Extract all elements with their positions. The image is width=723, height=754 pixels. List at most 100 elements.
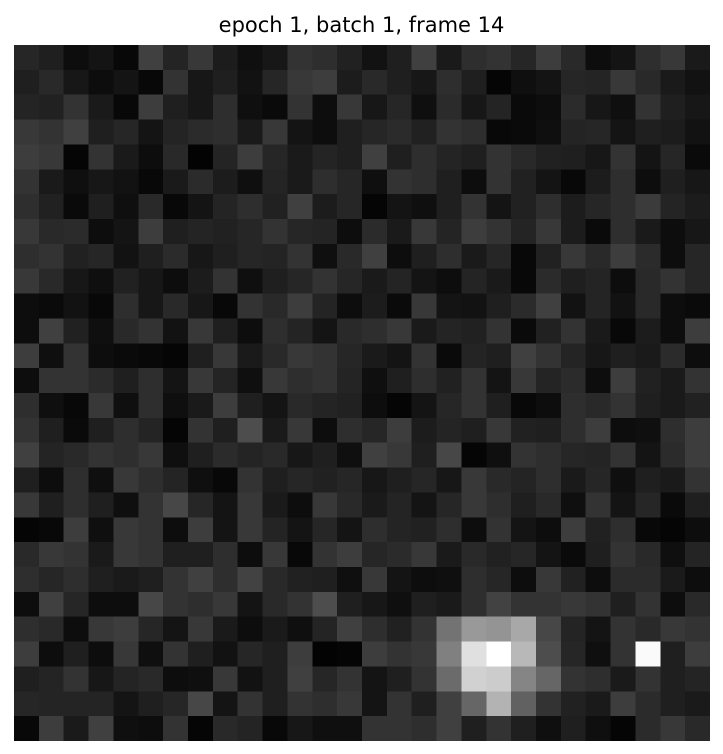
pixel	[386, 194, 413, 220]
pixel	[188, 641, 214, 668]
pixel	[610, 144, 637, 170]
pixel	[237, 169, 264, 195]
pixel	[436, 467, 463, 494]
pixel	[287, 119, 313, 146]
pixel	[138, 442, 164, 469]
pixel	[411, 442, 438, 469]
pixel	[337, 119, 363, 146]
pixel	[386, 343, 413, 369]
pixel	[585, 318, 612, 344]
pixel	[660, 219, 686, 245]
pixel	[237, 492, 264, 518]
pixel	[560, 94, 587, 121]
pixel	[411, 567, 438, 593]
pixel	[188, 243, 214, 270]
pixel	[635, 293, 661, 320]
pixel	[585, 591, 612, 618]
pixel	[635, 343, 661, 369]
pixel	[337, 467, 363, 494]
pixel	[38, 343, 65, 369]
pixel	[461, 666, 487, 692]
pixel	[88, 666, 115, 692]
pixel	[685, 45, 710, 71]
pixel	[511, 119, 537, 146]
pixel	[63, 517, 90, 543]
pixel	[113, 69, 139, 96]
pixel	[14, 243, 40, 270]
pixel	[163, 716, 189, 741]
pixel	[212, 219, 239, 245]
pixel	[312, 219, 338, 245]
pixel	[188, 567, 214, 593]
pixel	[560, 492, 587, 518]
pixel	[635, 442, 661, 469]
pixel	[511, 716, 537, 741]
pixel	[585, 45, 612, 71]
pixel	[635, 318, 661, 344]
pixel	[585, 393, 612, 419]
pixel	[635, 467, 661, 494]
pixel	[511, 442, 537, 469]
pixel	[163, 616, 189, 643]
pixel	[536, 243, 562, 270]
pixel	[113, 194, 139, 220]
pixel	[312, 169, 338, 195]
pixel	[362, 666, 388, 692]
pixel	[88, 542, 115, 568]
pixel	[188, 343, 214, 369]
pixel	[660, 318, 686, 344]
pixel	[436, 517, 463, 543]
pixel	[212, 268, 239, 295]
pixel	[212, 716, 239, 741]
pixel	[287, 666, 313, 692]
pixel	[486, 467, 512, 494]
pixel	[461, 268, 487, 295]
pixel	[560, 616, 587, 643]
pixel	[287, 343, 313, 369]
pixel	[635, 591, 661, 618]
pixel	[38, 194, 65, 220]
pixel	[536, 666, 562, 692]
pixel	[685, 119, 710, 146]
pixel	[38, 517, 65, 543]
pixel	[287, 94, 313, 121]
pixel	[362, 219, 388, 245]
pixel	[237, 268, 264, 295]
pixel	[660, 194, 686, 220]
pixel	[411, 94, 438, 121]
pixel	[486, 69, 512, 96]
pixel	[436, 243, 463, 270]
pixel	[63, 467, 90, 494]
pixel	[262, 94, 289, 121]
pixel	[262, 293, 289, 320]
pixel	[660, 144, 686, 170]
pixel	[560, 268, 587, 295]
pixel	[287, 243, 313, 270]
pixel	[511, 567, 537, 593]
pixel	[188, 318, 214, 344]
pixel	[138, 691, 164, 717]
pixel	[411, 517, 438, 543]
pixel	[685, 517, 710, 543]
pixel	[237, 542, 264, 568]
pixel	[660, 591, 686, 618]
pixel	[163, 45, 189, 71]
pixel	[685, 492, 710, 518]
pixel	[436, 94, 463, 121]
pixel	[262, 144, 289, 170]
pixel	[511, 393, 537, 419]
pixel	[163, 243, 189, 270]
pixel	[660, 368, 686, 394]
pixel	[536, 691, 562, 717]
pixel	[38, 567, 65, 593]
pixel	[287, 492, 313, 518]
pixel	[212, 467, 239, 494]
pixel	[337, 69, 363, 96]
pixel	[362, 119, 388, 146]
pixel	[138, 567, 164, 593]
pixel	[585, 542, 612, 568]
pixel	[461, 542, 487, 568]
pixel	[262, 542, 289, 568]
pixel	[63, 567, 90, 593]
pixel	[312, 45, 338, 71]
